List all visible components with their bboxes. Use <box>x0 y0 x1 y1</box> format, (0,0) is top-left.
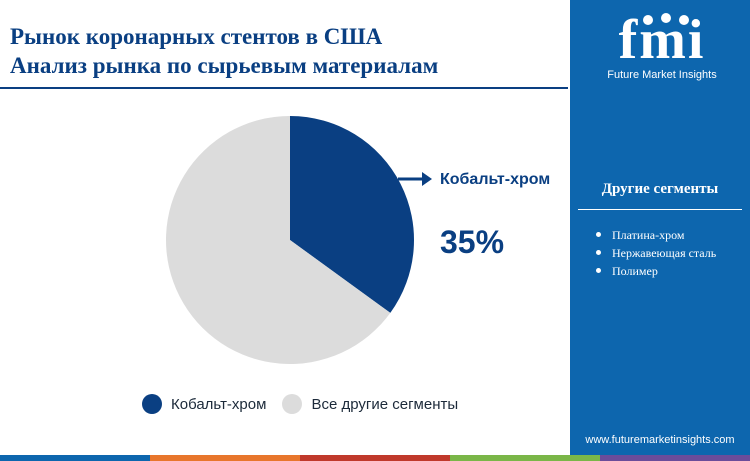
sidebar-segment-list: Платина-хром Нержавеющая сталь Полимер <box>592 226 716 280</box>
title-divider <box>0 87 568 89</box>
pie-slice-cobalt-chrome <box>290 116 414 313</box>
website-url[interactable]: www.futuremarketinsights.com <box>585 434 735 446</box>
legend-label-other-segments: Все другие сегменты <box>311 395 459 413</box>
legend-item-other-segments: Все другие сегменты <box>282 394 458 414</box>
strip-segment <box>300 455 450 461</box>
svg-text:Future Market Insights: Future Market Insights <box>607 69 717 81</box>
strip-segment <box>450 455 600 461</box>
legend-item-cobalt-chrome: Кобальт-хром <box>142 394 266 414</box>
legend-swatch-cobalt-chrome <box>142 394 162 414</box>
svg-text:fmi: fmi <box>619 10 706 71</box>
callout-arrow-icon <box>398 172 432 186</box>
chart-title: Рынок коронарных стентов в США Анализ ры… <box>10 22 565 80</box>
bottom-color-strip <box>0 455 750 461</box>
fmi-logo: fmi Future Market Insights <box>607 10 717 81</box>
chart-legend: Кобальт-хром Все другие сегменты <box>142 394 474 414</box>
callout-value: 35% <box>440 224 505 260</box>
pie-chart <box>165 116 414 364</box>
strip-segment <box>0 455 150 461</box>
legend-swatch-other-segments <box>282 394 303 414</box>
sidebar-item-stainless-steel: Нержавеющая сталь <box>592 244 716 262</box>
strip-segment <box>150 455 300 461</box>
legend-label-cobalt-chrome: Кобальт-хром <box>171 395 267 413</box>
sidebar-panel: fmi Future Market Insights Другие сегмен… <box>570 0 750 461</box>
sidebar-heading: Другие сегменты <box>601 181 719 197</box>
pie-slice-other-segments <box>165 116 391 364</box>
title-line-1: Рынок коронарных стентов в США <box>10 24 383 49</box>
strip-segment <box>600 455 750 461</box>
title-line-2: Анализ рынка по сырьевым материалам <box>10 53 439 78</box>
sidebar-divider <box>578 209 742 210</box>
sidebar-item-polymer: Полимер <box>592 262 716 280</box>
sidebar-item-platinum-chrome: Платина-хром <box>592 226 716 244</box>
callout-label: Кобальт-хром <box>440 171 551 188</box>
